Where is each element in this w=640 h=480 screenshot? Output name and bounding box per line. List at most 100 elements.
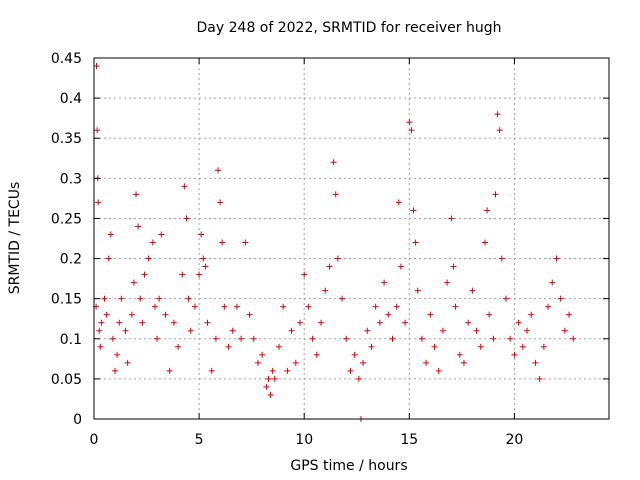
data-point [114, 351, 121, 358]
data-point [263, 383, 270, 390]
data-point [305, 303, 312, 310]
data-point [202, 263, 209, 270]
data-point [221, 303, 228, 310]
data-point [494, 111, 501, 118]
data-point [191, 303, 198, 310]
data-point [473, 327, 480, 334]
y-tick-label: 0.1 [60, 332, 82, 348]
data-point [301, 271, 308, 278]
data-point [98, 319, 105, 326]
data-point [130, 279, 137, 286]
data-point [175, 343, 182, 350]
data-point [116, 319, 123, 326]
data-point [566, 311, 573, 318]
data-point [332, 191, 339, 198]
data-point [414, 287, 421, 294]
y-tick-label: 0.2 [60, 252, 82, 268]
data-point [561, 327, 568, 334]
data-point [347, 367, 354, 374]
data-point [570, 335, 577, 342]
data-point [124, 359, 131, 366]
data-point [439, 327, 446, 334]
data-point [122, 327, 129, 334]
data-point [448, 215, 455, 222]
data-point [162, 311, 169, 318]
data-point [460, 359, 467, 366]
data-point [183, 215, 190, 222]
data-point [156, 295, 163, 302]
data-point [313, 351, 320, 358]
data-point [187, 327, 194, 334]
data-point [389, 335, 396, 342]
y-tick-label: 0 [73, 412, 82, 428]
data-point [109, 335, 116, 342]
data-point [259, 351, 266, 358]
data-point [364, 327, 371, 334]
data-point [107, 231, 114, 238]
data-point [395, 199, 402, 206]
data-point [540, 343, 547, 350]
axis-ticks: 0 0.05 0.1 0.15 0.2 0.25 0.3 0.35 0.4 0.45 0 5 10 15 2… [51, 51, 609, 448]
data-point [284, 367, 291, 374]
data-point [94, 127, 101, 134]
data-point [452, 303, 459, 310]
data-point [528, 311, 535, 318]
data-point [498, 255, 505, 262]
data-point [322, 287, 329, 294]
data-point [368, 343, 375, 350]
data-point [444, 279, 451, 286]
data-point [402, 319, 409, 326]
x-tick-label: 0 [90, 432, 99, 448]
data-point [97, 343, 104, 350]
data-point [101, 295, 108, 302]
data-point [427, 311, 434, 318]
data-point [198, 231, 205, 238]
data-point [288, 327, 295, 334]
data-point [267, 391, 274, 398]
y-tick-label: 0.05 [51, 372, 82, 388]
data-point [297, 319, 303, 326]
data-point [204, 319, 211, 326]
data-points [93, 63, 577, 422]
data-point [149, 239, 156, 246]
data-point [246, 311, 253, 318]
data-point [536, 375, 543, 382]
data-point [376, 319, 383, 326]
grid-lines [94, 58, 609, 419]
data-point [269, 367, 276, 374]
data-point [128, 311, 135, 318]
data-point [355, 375, 362, 382]
data-point [118, 295, 125, 302]
data-point [166, 367, 173, 374]
data-point [339, 295, 346, 302]
data-point [200, 255, 207, 262]
data-point [435, 367, 442, 374]
data-point [431, 343, 438, 350]
data-point [135, 223, 142, 230]
data-point [484, 207, 491, 214]
data-point [275, 343, 282, 350]
x-tick-label: 15 [400, 432, 418, 448]
y-tick-label: 0.3 [60, 171, 82, 187]
data-point [492, 191, 499, 198]
x-tick-label: 20 [505, 432, 523, 448]
data-point [486, 311, 493, 318]
data-point [154, 335, 161, 342]
data-point [412, 239, 419, 246]
data-point [229, 327, 236, 334]
data-point [372, 303, 379, 310]
data-point [490, 335, 497, 342]
data-point [219, 239, 226, 246]
data-point [254, 359, 261, 366]
data-point [503, 295, 509, 302]
data-point [112, 367, 119, 374]
data-point [456, 351, 463, 358]
data-point [309, 335, 316, 342]
data-point [185, 295, 192, 302]
data-point [519, 343, 526, 350]
data-point [334, 255, 341, 262]
data-point [507, 335, 514, 342]
data-point [196, 271, 203, 278]
data-point [450, 263, 457, 270]
data-point [145, 255, 152, 262]
